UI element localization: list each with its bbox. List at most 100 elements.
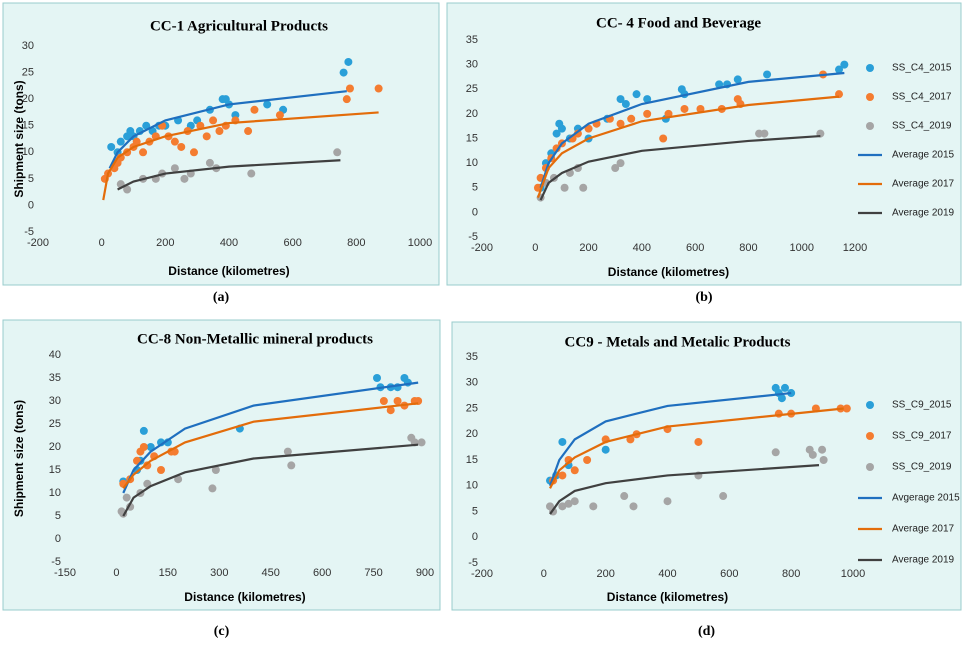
data-point (344, 57, 353, 66)
data-point (552, 144, 561, 153)
legend-marker (866, 93, 874, 101)
x-tick-label: -200 (27, 237, 49, 249)
data-point (107, 142, 116, 151)
x-tick-label: 800 (347, 237, 365, 249)
data-point (771, 448, 780, 457)
data-point (342, 95, 351, 104)
data-point (202, 132, 211, 141)
panel-caption: (b) (695, 290, 712, 305)
y-tick-label: -5 (468, 231, 478, 243)
trend-line (102, 111, 379, 201)
data-point (177, 142, 186, 151)
y-tick-label: 35 (49, 372, 61, 384)
x-tick-label: 400 (658, 568, 676, 580)
x-tick-label: 1000 (841, 568, 865, 580)
panel-caption: (d) (698, 624, 715, 639)
chart-title: CC-1 Agricultural Products (150, 18, 328, 34)
legend-label: SS_C4_2019 (892, 121, 952, 132)
y-tick-label: 25 (49, 418, 61, 430)
data-point (215, 127, 224, 136)
data-point (808, 450, 817, 459)
y-tick-label: 30 (466, 377, 478, 389)
x-tick-label: 400 (220, 237, 238, 249)
y-tick-label: 5 (472, 182, 478, 194)
data-point (139, 148, 148, 157)
legend-label: SS_C4_2017 (892, 92, 952, 103)
x-tick-label: 300 (210, 567, 228, 579)
chart-title: CC- 4 Food and Beverage (596, 15, 761, 31)
data-point (208, 484, 217, 493)
data-point (205, 158, 214, 167)
trend-line (108, 90, 347, 169)
y-tick-label: 15 (466, 132, 478, 144)
y-tick-label: 0 (55, 533, 61, 545)
data-point (275, 111, 284, 120)
data-point (760, 129, 769, 138)
y-tick-label: 20 (49, 441, 61, 453)
data-point (132, 137, 141, 146)
y-tick-label: 30 (466, 59, 478, 71)
y-tick-label: 25 (466, 83, 478, 95)
legend-marker (866, 401, 874, 409)
y-tick-label: 5 (55, 510, 61, 522)
y-tick-label: 25 (466, 402, 478, 414)
data-point (333, 148, 342, 157)
data-point (715, 80, 724, 89)
data-point (659, 134, 668, 143)
data-point (584, 124, 593, 133)
data-point (339, 68, 348, 77)
data-point (835, 65, 844, 74)
trend-line (122, 381, 419, 494)
data-point (386, 406, 395, 415)
x-tick-label: 600 (686, 242, 704, 254)
y-tick-label: 10 (22, 146, 34, 158)
y-tick-label: 35 (466, 351, 478, 363)
x-axis-title: Distance (kilometres) (607, 590, 728, 604)
y-tick-label: 5 (472, 505, 478, 517)
data-point (558, 437, 567, 446)
trend-line (549, 407, 844, 489)
data-point (589, 502, 598, 511)
data-point (283, 447, 292, 456)
data-point (583, 456, 592, 464)
trend-line (548, 391, 792, 487)
trend-line (122, 402, 419, 490)
legend-label: SS_C9_2017 (892, 431, 952, 442)
data-point (616, 159, 625, 168)
x-tick-label: 1000 (789, 242, 813, 254)
data-point (719, 492, 728, 501)
data-point (209, 116, 218, 125)
data-point (211, 466, 220, 474)
y-tick-label: 15 (466, 454, 478, 466)
data-point (170, 137, 179, 146)
data-point (180, 174, 189, 183)
y-tick-label: 10 (466, 157, 478, 169)
x-tick-label: 200 (579, 242, 597, 254)
x-tick-label: 400 (633, 242, 651, 254)
x-tick-label: 600 (720, 568, 738, 580)
data-point (157, 466, 165, 474)
y-axis-title: Shipment size (tons) (12, 400, 26, 517)
y-tick-label: 15 (22, 120, 34, 132)
y-tick-label: 5 (28, 173, 34, 185)
legend-marker (866, 64, 874, 72)
panel-background (451, 321, 962, 611)
data-point (552, 129, 561, 138)
data-point (616, 95, 625, 104)
data-point (663, 497, 672, 506)
data-point (819, 456, 828, 464)
legend-marker (866, 463, 874, 471)
y-tick-label: 0 (28, 199, 34, 211)
data-point (247, 169, 256, 178)
legend-marker (866, 122, 874, 130)
legend-label: Average 2019 (892, 208, 955, 219)
x-tick-label: 900 (416, 567, 434, 579)
y-tick-label: 30 (49, 395, 61, 407)
y-tick-label: 10 (466, 480, 478, 492)
legend-label: SS_C4_2015 (892, 63, 952, 74)
data-point (116, 137, 125, 146)
x-tick-label: 750 (364, 567, 382, 579)
trend-line (539, 134, 821, 201)
data-point (244, 127, 253, 136)
x-tick-label: 1200 (843, 242, 867, 254)
